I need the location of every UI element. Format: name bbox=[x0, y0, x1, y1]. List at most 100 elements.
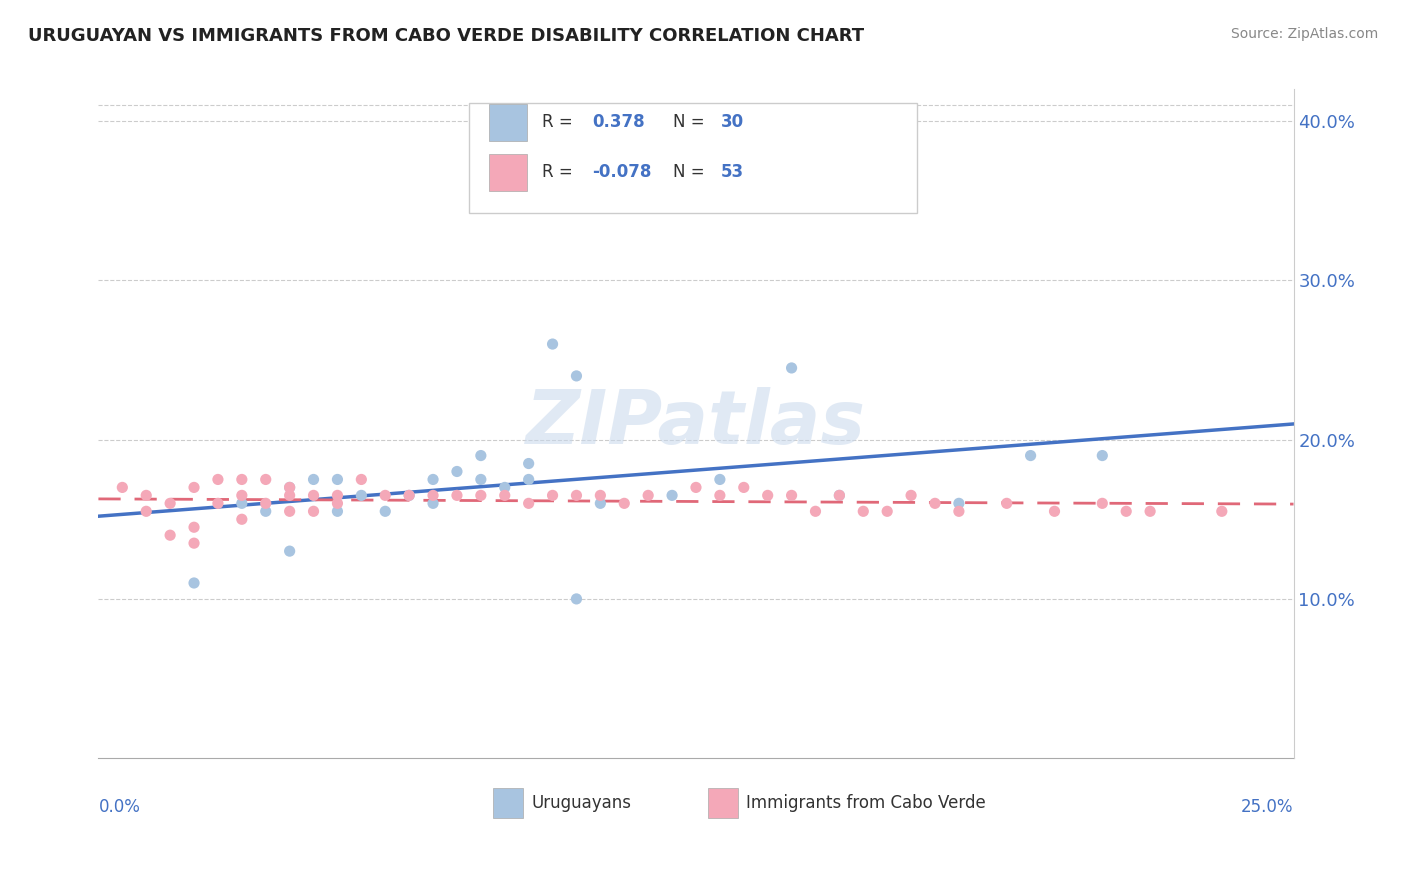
Point bbox=[207, 473, 229, 487]
Point bbox=[254, 496, 277, 510]
Point bbox=[302, 488, 325, 502]
Point bbox=[207, 496, 229, 510]
Point bbox=[111, 480, 134, 494]
Point bbox=[470, 473, 492, 487]
FancyBboxPatch shape bbox=[709, 789, 738, 819]
Text: Source: ZipAtlas.com: Source: ZipAtlas.com bbox=[1230, 27, 1378, 41]
Point bbox=[1211, 504, 1233, 518]
Point bbox=[278, 480, 301, 494]
Text: 53: 53 bbox=[721, 163, 744, 181]
Point bbox=[900, 488, 922, 502]
Point bbox=[804, 504, 827, 518]
Point bbox=[517, 457, 540, 471]
Point bbox=[159, 528, 181, 542]
Point bbox=[780, 488, 803, 502]
Point bbox=[302, 504, 325, 518]
Point bbox=[565, 591, 588, 606]
Text: 30: 30 bbox=[721, 113, 744, 131]
Text: R =: R = bbox=[541, 163, 578, 181]
Text: URUGUAYAN VS IMMIGRANTS FROM CABO VERDE DISABILITY CORRELATION CHART: URUGUAYAN VS IMMIGRANTS FROM CABO VERDE … bbox=[28, 27, 865, 45]
Point bbox=[446, 488, 468, 502]
Point bbox=[852, 504, 875, 518]
Point bbox=[350, 488, 373, 502]
Text: 0.378: 0.378 bbox=[592, 113, 644, 131]
Point bbox=[589, 496, 612, 510]
Point bbox=[374, 488, 396, 502]
Text: 25.0%: 25.0% bbox=[1241, 798, 1294, 816]
Point bbox=[589, 488, 612, 502]
Point bbox=[494, 480, 516, 494]
Point bbox=[254, 504, 277, 518]
Point bbox=[1115, 504, 1137, 518]
Point bbox=[1091, 449, 1114, 463]
Text: Immigrants from Cabo Verde: Immigrants from Cabo Verde bbox=[747, 795, 986, 813]
Point bbox=[470, 449, 492, 463]
Text: N =: N = bbox=[673, 163, 710, 181]
Point bbox=[302, 473, 325, 487]
Text: -0.078: -0.078 bbox=[592, 163, 651, 181]
Point bbox=[135, 504, 157, 518]
FancyBboxPatch shape bbox=[470, 103, 917, 213]
Point bbox=[422, 488, 444, 502]
Text: 0.0%: 0.0% bbox=[98, 798, 141, 816]
Point bbox=[183, 520, 205, 534]
FancyBboxPatch shape bbox=[489, 154, 527, 191]
Point bbox=[661, 488, 683, 502]
Point bbox=[565, 488, 588, 502]
Point bbox=[924, 496, 946, 510]
Point bbox=[995, 496, 1018, 510]
Text: Uruguayans: Uruguayans bbox=[531, 795, 631, 813]
Point bbox=[326, 488, 349, 502]
Point bbox=[828, 488, 851, 502]
Point bbox=[159, 496, 181, 510]
Point bbox=[278, 480, 301, 494]
Point bbox=[398, 488, 420, 502]
Point bbox=[541, 488, 564, 502]
Point bbox=[709, 488, 731, 502]
Point bbox=[374, 504, 396, 518]
Point bbox=[1019, 449, 1042, 463]
Point bbox=[613, 496, 636, 510]
Point bbox=[1091, 496, 1114, 510]
Point bbox=[470, 488, 492, 502]
Text: ZIPatlas: ZIPatlas bbox=[526, 387, 866, 460]
Point bbox=[709, 473, 731, 487]
Point bbox=[948, 504, 970, 518]
Point bbox=[733, 480, 755, 494]
Point bbox=[446, 465, 468, 479]
Point bbox=[517, 473, 540, 487]
Point bbox=[231, 473, 253, 487]
Point bbox=[637, 488, 659, 502]
Point bbox=[278, 488, 301, 502]
Point bbox=[1139, 504, 1161, 518]
Point bbox=[183, 576, 205, 591]
Text: R =: R = bbox=[541, 113, 578, 131]
Text: N =: N = bbox=[673, 113, 710, 131]
Point bbox=[948, 496, 970, 510]
Point bbox=[135, 488, 157, 502]
Point bbox=[494, 488, 516, 502]
FancyBboxPatch shape bbox=[489, 103, 527, 141]
Point bbox=[231, 512, 253, 526]
Point bbox=[422, 473, 444, 487]
Point bbox=[876, 504, 898, 518]
FancyBboxPatch shape bbox=[494, 789, 523, 819]
Point bbox=[183, 536, 205, 550]
Point bbox=[565, 368, 588, 383]
Point bbox=[278, 544, 301, 558]
Point bbox=[231, 488, 253, 502]
Point bbox=[517, 496, 540, 510]
Point bbox=[231, 496, 253, 510]
Point bbox=[780, 361, 803, 376]
Point bbox=[326, 473, 349, 487]
Point bbox=[1043, 504, 1066, 518]
Point bbox=[541, 337, 564, 351]
Point bbox=[183, 480, 205, 494]
Point bbox=[278, 504, 301, 518]
Point bbox=[422, 496, 444, 510]
Point bbox=[254, 473, 277, 487]
Point bbox=[398, 488, 420, 502]
Point bbox=[350, 473, 373, 487]
Point bbox=[326, 504, 349, 518]
Point bbox=[828, 488, 851, 502]
